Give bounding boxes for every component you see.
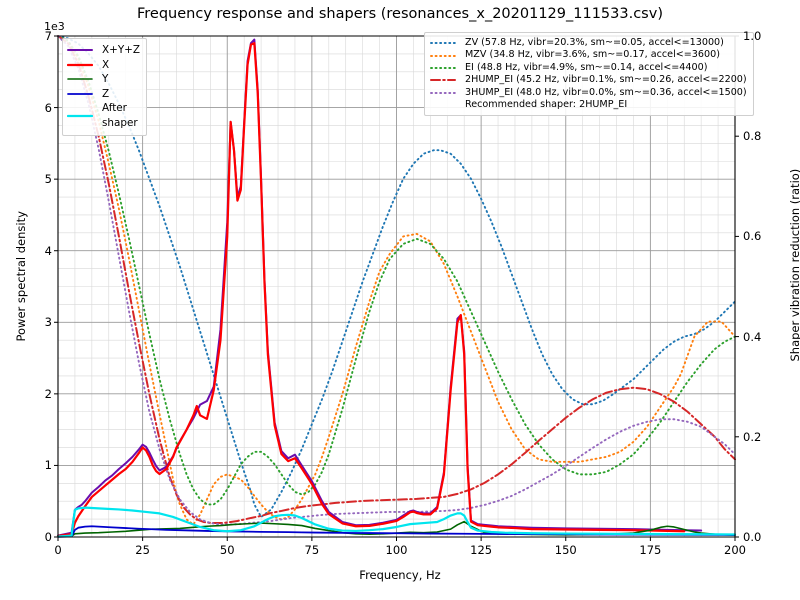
psd-curve-z — [57, 525, 736, 538]
legend-entry-label: 3HUMP_EI (48.0 Hz, vibr=0.0%, sm~=0.36, … — [465, 86, 747, 98]
y-tick-label: 6 — [44, 100, 52, 115]
y-tick-label: 5 — [44, 172, 52, 187]
x-tick-label: 125 — [470, 543, 493, 557]
legend-entry-label: EI (48.8 Hz, vibr=4.9%, sm~=0.14, accel<… — [465, 61, 708, 73]
x-tick-label: 50 — [219, 543, 235, 557]
shaper-curve-3hump_ei — [57, 35, 736, 526]
legend-entry-label: 2HUMP_EI (45.2 Hz, vibr=0.1%, sm~=0.26, … — [465, 74, 747, 86]
x-tick-label: 25 — [135, 543, 150, 557]
x-tick-label: 100 — [385, 543, 408, 557]
shaper-curve-mzv — [57, 35, 736, 526]
x-tick-label: 75 — [304, 543, 320, 557]
legend-key-swatch — [430, 74, 465, 86]
shaper-legend-table: ZV (57.8 Hz, vibr=20.3%, sm~=0.05, accel… — [430, 37, 747, 111]
legend-key-swatch — [430, 87, 465, 99]
legend-entry-label: Z — [102, 87, 110, 100]
shaper-legend: ZV (57.8 Hz, vibr=20.3%, sm~=0.05, accel… — [424, 32, 754, 117]
x-tick-label: 150 — [554, 543, 577, 557]
legend-key-placeholder — [430, 99, 465, 111]
legend-entry-label: X+Y+Z — [102, 44, 140, 56]
shaper-curve-ei — [57, 35, 736, 506]
legend-key-swatch — [67, 101, 102, 130]
psd-legend: X+Y+Z X Y Z After shaper — [62, 38, 147, 136]
psd-legend-item: Y — [67, 72, 140, 87]
x-tick-label: 200 — [724, 543, 746, 557]
y2-axis-label: Shaper vibration reduction (ratio) — [788, 168, 800, 362]
legend-key-swatch — [67, 72, 102, 87]
legend-key-swatch — [67, 43, 102, 58]
shaper-legend-item: EI (48.8 Hz, vibr=4.9%, sm~=0.14, accel<… — [430, 62, 747, 74]
y2-tick-label: 0.4 — [743, 329, 762, 344]
psd-curve-aftershaper — [56, 506, 737, 538]
legend-entry-label: ZV (57.8 Hz, vibr=20.3%, sm~=0.05, accel… — [465, 37, 724, 48]
x-tick-label: 0 — [54, 543, 62, 557]
shaper-legend-item: 2HUMP_EI (45.2 Hz, vibr=0.1%, sm~=0.26, … — [430, 74, 747, 86]
psd-legend-item: X+Y+Z — [67, 43, 140, 58]
y2-tick-label: 0.6 — [743, 229, 762, 244]
y2-tick-label: 1.0 — [743, 29, 762, 43]
y2-tick-label: 0.0 — [743, 530, 762, 544]
legend-key-swatch — [430, 62, 465, 74]
psd-legend-item: Z — [67, 87, 140, 102]
y-tick-label: 3 — [44, 315, 52, 330]
y-tick-label: 7 — [44, 29, 52, 43]
y-axis-offset-text: 1e3 — [44, 20, 65, 33]
legend-entry-label: X — [102, 58, 110, 71]
recommended-shaper-note: Recommended shaper: 2HUMP_EI — [430, 99, 747, 111]
y2-tick-label: 0.8 — [743, 129, 762, 144]
psd-curve-x — [56, 42, 686, 538]
legend-key-swatch — [430, 37, 465, 49]
shaper-legend-item: ZV (57.8 Hz, vibr=20.3%, sm~=0.05, accel… — [430, 37, 747, 49]
legend-entry-label: After shaper — [102, 102, 138, 129]
y-tick-label: 2 — [44, 386, 52, 401]
legend-key-swatch — [67, 58, 102, 73]
recommended-shaper-text: Recommended shaper: 2HUMP_EI — [465, 99, 628, 111]
legend-entry-label: Y — [102, 73, 109, 86]
legend-entry-label: MZV (34.8 Hz, vibr=3.6%, sm~=0.17, accel… — [465, 49, 720, 61]
chart-title: Frequency response and shapers (resonanc… — [137, 6, 663, 22]
psd-legend-item: X — [67, 58, 140, 73]
legend-key-swatch — [430, 49, 465, 61]
y-tick-label: 4 — [44, 243, 52, 258]
psd-legend-table: X+Y+Z X Y Z After shaper — [67, 43, 140, 131]
legend-key-swatch — [67, 87, 102, 102]
x-axis-label: Frequency, Hz — [359, 568, 441, 582]
shaper-legend-item: MZV (34.8 Hz, vibr=3.6%, sm~=0.17, accel… — [430, 49, 747, 61]
psd-legend-item: After shaper — [67, 101, 140, 130]
y-tick-label: 1 — [44, 458, 52, 473]
y-tick-label: 0 — [44, 530, 52, 544]
y2-tick-label: 0.2 — [743, 429, 762, 444]
shaper-curve-2hump_ei — [57, 35, 736, 524]
x-tick-label: 175 — [639, 543, 662, 557]
shaper-legend-item: 3HUMP_EI (48.0 Hz, vibr=0.0%, sm~=0.36, … — [430, 87, 747, 99]
